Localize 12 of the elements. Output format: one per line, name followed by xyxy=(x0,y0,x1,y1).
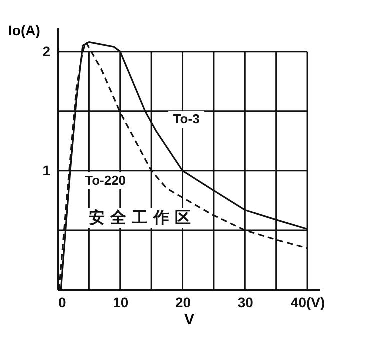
x-tick-label: 40(V) xyxy=(290,294,326,310)
series-label: To-3 xyxy=(173,112,200,127)
x-tick-label: 10 xyxy=(113,294,129,310)
x-tick-label: 20 xyxy=(175,294,192,310)
y-axis-title: Io(A) xyxy=(8,22,40,38)
series-label: To-220 xyxy=(85,172,126,188)
x-tick-label: 0 xyxy=(58,294,66,310)
x-axis-title: V xyxy=(184,312,195,328)
x-tick-label: 30 xyxy=(238,294,254,310)
annotation: 安 全 工 作 区 xyxy=(88,208,192,227)
y-tick-label: 1 xyxy=(42,162,51,178)
y-tick-label: 2 xyxy=(42,43,51,60)
